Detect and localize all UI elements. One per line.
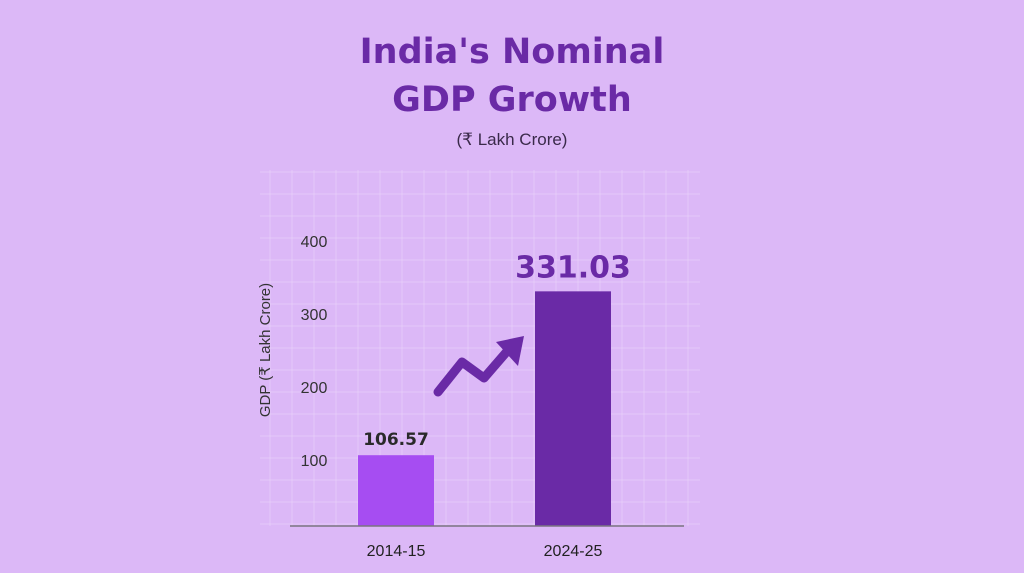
trend-up-arrow-icon xyxy=(433,336,524,397)
y-tick-label: 200 xyxy=(301,380,328,397)
data-labels: 106.57 331.03 xyxy=(363,250,631,450)
y-axis-ticks: 100 200 300 400 xyxy=(301,234,328,470)
chart-grid xyxy=(260,170,700,526)
data-label: 331.03 xyxy=(515,250,631,285)
bars xyxy=(358,291,611,526)
y-axis-label: GDP (₹ Lakh Crore) xyxy=(257,283,274,417)
x-axis-ticks: 2014-15 2024-25 xyxy=(367,543,603,560)
chart-title-line2: GDP Growth xyxy=(392,80,632,120)
y-tick-label: 100 xyxy=(301,453,328,470)
x-tick-label: 2024-25 xyxy=(544,543,603,560)
y-tick-label: 400 xyxy=(301,234,328,251)
x-tick-label: 2014-15 xyxy=(367,543,426,560)
bar-2014-15 xyxy=(358,455,434,526)
y-tick-label: 300 xyxy=(301,307,328,324)
chart-title-line1: India's Nominal xyxy=(359,32,665,72)
chart-subtitle: (₹ Lakh Crore) xyxy=(456,130,568,149)
bar-2024-25 xyxy=(535,291,611,526)
data-label: 106.57 xyxy=(363,430,429,450)
